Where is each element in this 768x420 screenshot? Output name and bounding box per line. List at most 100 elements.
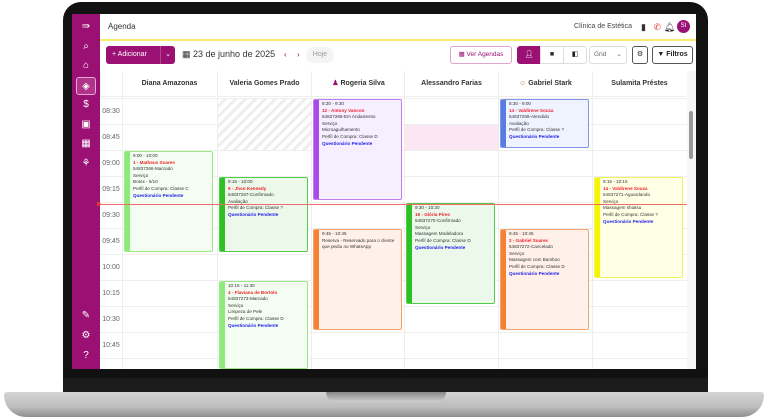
view-select[interactable]: Grid ⌄	[589, 46, 627, 64]
next-button[interactable]: ›	[297, 50, 300, 59]
client-name: 1 - Matheus Soares	[133, 159, 175, 165]
view-briefcase-icon[interactable]: ■	[540, 46, 564, 64]
column-header[interactable]: Alessandro Farias	[404, 71, 498, 97]
add-button[interactable]: + Adicionar ⌄	[106, 46, 175, 64]
column-name: Alessandro Farias	[421, 80, 482, 87]
time-label: 09:00	[102, 160, 120, 167]
appointment-card[interactable]: 8:30 - 9:30 12 - Antony Vancon 54837268-Em…	[313, 99, 402, 200]
help-icon[interactable]: ?	[83, 350, 89, 361]
appointment-detail: 54837271-Aguardando	[603, 192, 651, 198]
time-row: 10:45	[100, 332, 687, 358]
appointment-card[interactable]: 9:45 - 10:45 Reserva - Reservado para o c…	[313, 229, 402, 330]
clinic-name[interactable]: Clínica de Estética	[574, 23, 632, 30]
grid-icon[interactable]: ▦	[81, 138, 91, 149]
hand-chart-icon[interactable]: ⚘	[81, 157, 91, 169]
status-strip	[595, 178, 600, 277]
appointment-card[interactable]: 9:45 - 10:45 2 - Gabriel Soares 54837272-C…	[500, 229, 589, 330]
toolbar: + Adicionar ⌄ ▦ 23 de junho de 2025 ‹ › H…	[100, 43, 696, 71]
appointment-card[interactable]: 9:30 - 10:30 19 - Glória Pires 54837270-Co…	[406, 203, 495, 304]
appointment-card[interactable]: 9:15 - 10:15 14 - Valdirene Souza 54837271…	[594, 177, 683, 278]
client-name: 14 - Valdirene Souza	[603, 185, 648, 191]
chevron-down-icon[interactable]: ⌄	[160, 46, 175, 64]
add-label: + Adicionar	[112, 51, 147, 58]
appointment-detail: Massagem Modeladora	[415, 231, 464, 237]
current-time-marker	[97, 200, 101, 207]
today-button[interactable]: Hoje	[306, 47, 334, 63]
archive-icon[interactable]: ▣	[81, 118, 91, 130]
time-label: 10:00	[102, 264, 120, 271]
view-person-icon[interactable]: 👤︎	[517, 46, 541, 64]
column-header[interactable]: Diana Amazonas	[122, 71, 216, 97]
status-strip	[314, 100, 319, 199]
whatsapp-icon[interactable]: ✆	[653, 22, 661, 32]
appointment-detail: Perfil de Compra: Classe C	[133, 185, 189, 191]
column-header[interactable]: ♟ Rogeria Silva	[311, 71, 405, 97]
view-columns-icon[interactable]: ◧	[563, 46, 587, 64]
appointment-card[interactable]: 9:15 - 10:00 9 - Jhon Kennedy 54837267-Con…	[219, 177, 308, 252]
questionnaire-link[interactable]: Questionário Pendente	[322, 140, 373, 146]
settings-button[interactable]: ⚙	[632, 46, 648, 64]
scrollbar[interactable]	[687, 71, 696, 369]
questionnaire-link[interactable]: Questionário Pendente	[603, 218, 654, 224]
chevron-down-icon: ⌄	[616, 51, 622, 58]
column-header[interactable]: Sulamita Préstes	[592, 71, 686, 97]
menu-expand-icon[interactable]: ⇛	[81, 21, 91, 32]
time-label: 10:30	[102, 316, 120, 323]
home-icon[interactable]: ⌂	[82, 60, 90, 71]
status-strip	[220, 282, 225, 368]
scrollbar-thumb[interactable]	[689, 111, 693, 159]
client-name: 12 - Antony Vancon	[322, 107, 365, 113]
column-header[interactable]: ☺ Gabriel Stark	[498, 71, 592, 97]
column-name: Valeria Gomes Prado	[229, 80, 300, 87]
building-icon[interactable]: ▮	[641, 22, 646, 32]
time-label: 08:30	[102, 108, 120, 115]
appointment-detail: 54837266-Marcado	[133, 166, 173, 172]
time-row	[100, 358, 687, 369]
gear-icon[interactable]: ⚙	[81, 330, 91, 341]
current-date[interactable]: ▦ 23 de junho de 2025	[182, 49, 275, 60]
prev-button[interactable]: ‹	[284, 50, 287, 59]
appointment-detail: 54837272-Cancelado	[509, 244, 553, 250]
time-label: 09:45	[102, 238, 120, 245]
calendar-icon: ▦	[458, 51, 467, 58]
appointment-detail: Massagem com Bamboo	[509, 257, 560, 263]
status-strip	[220, 178, 225, 251]
appointment-detail: Serviço	[133, 172, 149, 178]
status-strip	[125, 152, 130, 251]
appointment-time: 8:30 - 9:30	[322, 101, 344, 106]
appointment-time: 9:45 - 10:45	[509, 231, 534, 236]
bell-icon[interactable]: 🔔︎	[663, 22, 675, 32]
dollar-icon[interactable]: $	[83, 99, 89, 110]
status-strip	[501, 100, 506, 147]
avatar[interactable]: SI	[677, 20, 690, 33]
questionnaire-link[interactable]: Questionário Pendente	[509, 133, 560, 139]
professional-avatar-icon: ☺	[519, 80, 529, 87]
client-name: 4 - Flaviana de Bortolo	[228, 289, 278, 295]
pencil-icon[interactable]: ✎	[81, 310, 91, 321]
appointment-card[interactable]: 8:30 - 9:00 14 - Valdirene Souza 54837269-…	[500, 99, 589, 148]
time-label: 10:15	[102, 290, 120, 297]
ver-agendas-button[interactable]: ▦ Ver Agendas	[450, 46, 512, 64]
filters-button[interactable]: ▼ Filtros	[652, 46, 693, 64]
questionnaire-link[interactable]: Questionário Pendente	[509, 270, 560, 276]
top-bar: Agenda Clínica de Estética ▮ ✆ 🔔︎ SI	[100, 14, 696, 41]
appointment-time: 10:15 - 11:30	[228, 283, 255, 288]
questionnaire-link[interactable]: Questionário Pendente	[415, 244, 466, 250]
view-select-value: Grid	[594, 51, 607, 58]
unavailable-block	[218, 99, 311, 150]
column-divider	[592, 71, 593, 369]
layers-icon[interactable]: ◈	[76, 76, 96, 95]
questionnaire-link[interactable]: Questionário Pendente	[133, 192, 184, 198]
time-row: 09:45	[100, 228, 687, 254]
time-row: 08:30	[100, 98, 687, 124]
time-label: 09:15	[102, 186, 120, 193]
search-icon[interactable]: ⌕	[83, 40, 89, 52]
appointment-detail: 54837270-Confirmado	[415, 218, 461, 224]
column-header[interactable]: Valeria Gomes Prado	[217, 71, 311, 97]
status-strip	[314, 230, 319, 329]
laptop-notch	[326, 392, 446, 402]
appointment-card[interactable]: 10:15 - 11:30 4 - Flaviana de Bortolo 5483…	[219, 281, 308, 369]
appointment-card[interactable]: 9:00 - 10:00 1 - Matheus Soares 54837266-M…	[124, 151, 213, 252]
questionnaire-link[interactable]: Questionário Pendente	[228, 322, 279, 328]
questionnaire-link[interactable]: Questionário Pendente	[228, 211, 279, 217]
